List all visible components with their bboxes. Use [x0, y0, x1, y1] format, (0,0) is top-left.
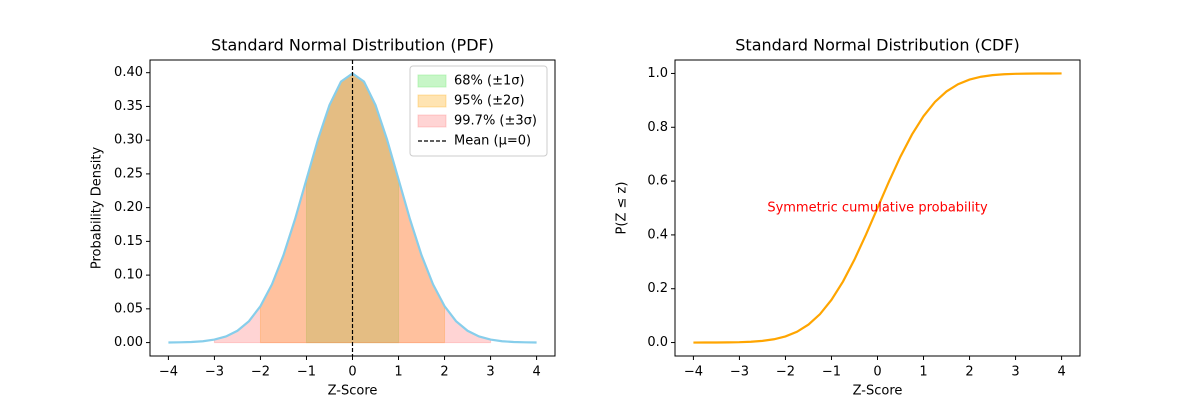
- y-tick-label: 0.05: [114, 301, 143, 316]
- legend-label: 68% (±1σ): [454, 74, 525, 89]
- x-tick-label: −4: [684, 365, 703, 380]
- legend-box: [409, 65, 548, 157]
- legend-swatch: [417, 114, 447, 128]
- x-axis-label: Z-Score: [853, 384, 903, 399]
- axes: Symmetric cumulative probability −4 −3 −2 −1…: [615, 36, 1081, 399]
- x-tick-label: 3: [486, 365, 494, 380]
- y-tick-label: 0.15: [114, 234, 143, 249]
- y-tick-label: 0.35: [114, 99, 143, 114]
- y-tick-label: 0.0: [647, 335, 668, 350]
- x-tick-label: 0: [873, 365, 881, 380]
- y-axis-label: Probability Density: [90, 147, 105, 270]
- x-tick-label: 0: [348, 365, 356, 380]
- y-axis-label: P(Z ≤ z): [615, 182, 630, 235]
- y-tick-label: 0.4: [647, 227, 668, 242]
- axes: −4 −3 −2 −1 0 1 2 3 4 0.00 0.05 0.10 0.15 0.20 0.25 0.3…: [90, 36, 556, 399]
- y-tick-label: 0.20: [114, 200, 143, 215]
- curve: [693, 72, 1062, 344]
- y-tick-label: 0.25: [114, 166, 143, 181]
- y-tick-label: 0.10: [114, 268, 143, 283]
- y-tick-label: 0.00: [114, 335, 143, 350]
- y-tick-label: 0.6: [647, 174, 668, 189]
- legend-label: 99.7% (±3σ): [454, 114, 537, 129]
- x-tick-label: −2: [776, 365, 795, 380]
- x-tick-label: 1: [394, 365, 402, 380]
- x-tick-label: 4: [1057, 365, 1065, 380]
- x-tick-label: −4: [159, 365, 178, 380]
- x-tick-label: −3: [205, 365, 224, 380]
- x-tick-label: −1: [822, 365, 841, 380]
- x-tick-label: 3: [1011, 365, 1019, 380]
- x-tick-label: −3: [730, 365, 749, 380]
- x-tick-label: −1: [297, 365, 316, 380]
- x-tick-label: −2: [251, 365, 270, 380]
- x-tick-label: 2: [965, 365, 973, 380]
- y-tick-label: 1.0: [647, 66, 668, 81]
- chart-title: Standard Normal Distribution (CDF): [735, 36, 1019, 55]
- x-tick-label: 1: [919, 365, 927, 380]
- legend-swatch: [417, 74, 447, 88]
- legend-label: 95% (±2σ): [454, 94, 525, 109]
- chart-title: Standard Normal Distribution (PDF): [211, 36, 494, 55]
- legend-label: Mean (μ=0): [454, 134, 531, 149]
- y-tick-label: 0.40: [114, 65, 143, 80]
- y-tick-label: 0.8: [647, 120, 668, 135]
- legend-swatch: [417, 94, 447, 108]
- y-tick-label: 0.30: [114, 133, 143, 148]
- y-tick-label: 0.2: [647, 281, 668, 296]
- annotation: Symmetric cumulative probability: [767, 201, 988, 216]
- x-tick-label: 4: [532, 365, 540, 380]
- x-axis-label: Z-Score: [328, 384, 378, 399]
- x-tick-label: 2: [440, 365, 448, 380]
